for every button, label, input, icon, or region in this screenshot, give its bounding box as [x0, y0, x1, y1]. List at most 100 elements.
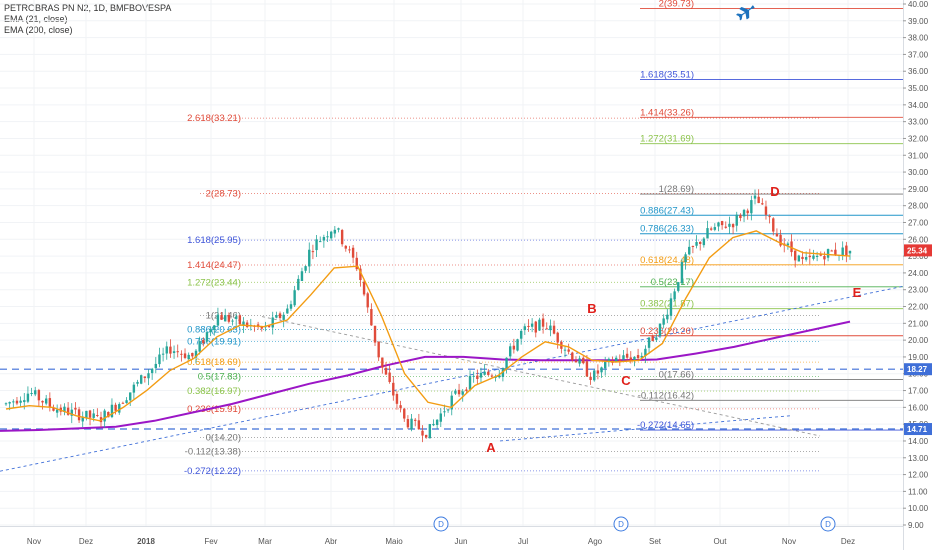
candle — [742, 208, 746, 223]
candle — [501, 367, 505, 382]
price-axis-label: 40.00 — [908, 0, 929, 9]
candle-body — [362, 281, 366, 295]
price-axis-label: 24.00 — [908, 269, 929, 278]
candle-body — [421, 430, 424, 436]
candle — [297, 275, 300, 291]
candle-body — [691, 245, 695, 247]
candle-body — [695, 242, 698, 246]
candle-body — [406, 419, 410, 428]
candle-body — [205, 332, 209, 342]
airplane-shape — [736, 5, 755, 21]
candle-body — [77, 409, 81, 421]
candle-body — [640, 355, 643, 358]
candle — [490, 373, 494, 378]
fib-right-label: 0.5(23.17) — [651, 277, 694, 288]
candle-body — [761, 203, 764, 205]
candle — [147, 369, 150, 386]
price-axis-label: 34.00 — [908, 101, 929, 110]
candle-body — [563, 349, 567, 351]
candle — [344, 245, 347, 252]
candle-body — [158, 354, 161, 365]
candle — [202, 337, 205, 347]
candle — [720, 220, 724, 230]
candle-body — [48, 398, 52, 407]
candle-body — [26, 393, 30, 402]
candle-body — [549, 325, 552, 331]
candle — [487, 368, 490, 377]
candle-body — [607, 358, 611, 361]
candle-body — [808, 255, 812, 258]
grid — [0, 0, 903, 526]
trend-line-up — [0, 285, 904, 472]
ema-200-line — [0, 320, 851, 432]
price-axis-label: 19.00 — [908, 353, 929, 362]
candle-body — [629, 357, 632, 362]
dividend-marker-circle — [613, 516, 629, 532]
candle — [439, 408, 442, 427]
candle-body — [384, 367, 388, 375]
candle-body — [472, 375, 475, 377]
fib-left-label: 1.414(24.47) — [187, 260, 241, 271]
candle-body — [169, 346, 172, 354]
candle-body — [841, 247, 844, 256]
candle-body — [227, 315, 231, 322]
candle — [702, 237, 706, 248]
candle-body — [465, 389, 468, 391]
chart-legend: PETROBRAS PN N2, 1D, BMFBOVESPA EMA (21,… — [4, 3, 171, 36]
candle-body — [567, 349, 570, 352]
legend-symbol: PETROBRAS PN N2, 1D, BMFBOVESPA — [4, 3, 172, 13]
candle-body — [224, 315, 227, 322]
fib-left-label: 0(14.20) — [206, 433, 241, 444]
candle-body — [139, 375, 143, 384]
candle-body — [125, 400, 128, 403]
candle — [845, 241, 848, 263]
candle-body — [180, 353, 183, 355]
trend-lines — [0, 285, 904, 472]
candle-body — [614, 357, 618, 362]
candle-body — [435, 419, 439, 425]
candle — [213, 324, 216, 336]
candle — [764, 200, 768, 220]
candle-body — [709, 228, 713, 230]
candle-body — [735, 214, 738, 226]
dividend-marker-circle — [820, 516, 836, 532]
candle-body — [684, 254, 687, 263]
candle-body — [118, 404, 121, 413]
candle — [556, 331, 559, 349]
time-axis-label: Mar — [258, 537, 272, 546]
candle-body — [622, 355, 625, 360]
candle-body — [644, 348, 647, 356]
candle — [567, 343, 570, 355]
price-axis-label: 39.00 — [908, 17, 929, 26]
wave-label-a: A — [486, 440, 496, 455]
candle — [414, 417, 417, 427]
candle — [355, 251, 358, 272]
candle-body — [114, 404, 117, 411]
candle — [44, 394, 48, 406]
price-axis-label: 31.00 — [908, 151, 929, 160]
candle — [388, 365, 391, 384]
wave-labels: A B C D E — [486, 184, 861, 455]
candle-body — [377, 341, 380, 358]
candle-body — [523, 326, 527, 331]
candle — [753, 189, 757, 205]
candle — [541, 313, 545, 334]
candle-body — [315, 239, 318, 251]
candle-body — [720, 221, 724, 226]
candle-body — [209, 329, 212, 333]
candle — [231, 318, 234, 326]
level-tag-2: 14.71 — [907, 425, 928, 434]
fib-right-label: 1(28.69) — [659, 184, 694, 195]
candle — [118, 402, 121, 415]
candle-body — [275, 315, 278, 318]
dividend-marker: D — [438, 520, 444, 529]
candle — [666, 308, 669, 324]
candle — [589, 372, 592, 385]
candle — [348, 245, 351, 254]
candle-body — [304, 266, 307, 271]
candle — [129, 392, 132, 407]
fib-left-label: 0.236(15.91) — [187, 404, 241, 415]
candle-body — [636, 355, 640, 359]
candle-body — [666, 314, 669, 320]
